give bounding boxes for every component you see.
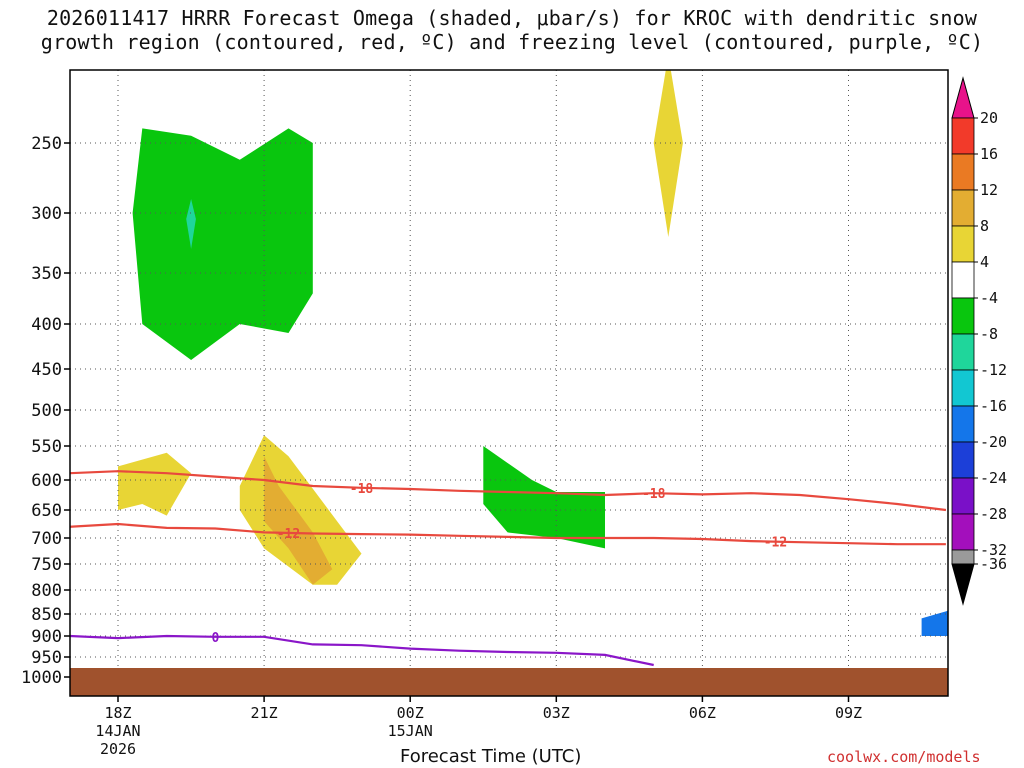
omega-region-2 <box>132 128 313 360</box>
y-tick-label-900: 900 <box>31 627 62 647</box>
x-tick-label-06Z: 06Z <box>689 704 716 722</box>
colorbar-label-4: 4 <box>980 253 989 271</box>
colorbar-label--16: -16 <box>980 397 1007 415</box>
omega-region-11 <box>848 143 898 225</box>
x-tick-sublabel: 15JAN <box>388 722 433 740</box>
omega-region-8 <box>483 446 605 549</box>
ground-surface <box>70 668 948 696</box>
contour-label-dendritic: -12 <box>277 527 300 542</box>
colorbar-label-8: 8 <box>980 217 989 235</box>
x-tick-label-00Z: 00Z <box>397 704 424 722</box>
contour-dendritic-2 <box>70 522 946 546</box>
x-tick-label-03Z: 03Z <box>543 704 570 722</box>
contour-label-freezing: 0 <box>211 631 219 646</box>
x-tick-label-18Z: 18Z <box>104 704 131 722</box>
y-tick-label-700: 700 <box>31 529 62 549</box>
y-tick-label-650: 650 <box>31 501 62 521</box>
y-tick-label-850: 850 <box>31 605 62 625</box>
x-tick-sublabel: 14JAN <box>95 722 140 740</box>
contour-label-dendritic: -18 <box>350 482 374 497</box>
colorbar-segment-11 <box>951 477 975 515</box>
colorbar-label--36: -36 <box>980 555 1007 573</box>
contour-label-dendritic: -18 <box>642 487 666 502</box>
y-tick-label-1000: 1000 <box>21 668 62 688</box>
omega-region-10 <box>702 213 825 432</box>
colorbar-segment-7 <box>951 333 975 371</box>
y-tick-label-400: 400 <box>31 315 62 335</box>
colorbar-segment-8 <box>951 369 975 407</box>
colorbar-segment-12 <box>951 513 975 551</box>
x-tick-sublabel: 2026 <box>100 740 136 758</box>
omega-region-6 <box>264 456 333 585</box>
y-tick-label-250: 250 <box>31 134 62 154</box>
colorbar-segment-5 <box>951 261 975 299</box>
colorbar-segment-4 <box>951 225 975 263</box>
colorbar-label-20: 20 <box>980 109 998 127</box>
omega-region-14 <box>653 70 683 237</box>
credit-text: coolwx.com/models <box>827 748 981 766</box>
y-tick-label-600: 600 <box>31 471 62 491</box>
y-tick-label-450: 450 <box>31 360 62 380</box>
chart-title-line-1: 2026011417 HRRR Forecast Omega (shaded, … <box>46 6 978 30</box>
colorbar-label--24: -24 <box>980 469 1007 487</box>
colorbar-label--20: -20 <box>980 433 1007 451</box>
y-tick-label-550: 550 <box>31 437 62 457</box>
colorbar-bottom-arrow <box>951 563 975 606</box>
y-tick-label-300: 300 <box>31 204 62 224</box>
omega-region-7 <box>385 303 654 636</box>
colorbar-label--28: -28 <box>980 505 1007 523</box>
contour-label-dendritic: -12 <box>764 536 787 551</box>
omega-region-4 <box>118 452 192 516</box>
y-tick-label-800: 800 <box>31 581 62 601</box>
y-tick-label-950: 950 <box>31 648 62 668</box>
contour-freezing-3 <box>70 634 654 667</box>
colorbar-label--8: -8 <box>980 325 998 343</box>
colorbar-segment-3 <box>951 189 975 227</box>
chart-title-line-2: growth region (contoured, red, ºC) and f… <box>40 30 984 54</box>
x-tick-label-21Z: 21Z <box>251 704 278 722</box>
colorbar-label-16: 16 <box>980 145 998 163</box>
colorbar-segment-1 <box>951 117 975 155</box>
colorbar-segment-gray <box>951 549 975 565</box>
colorbar-label--4: -4 <box>980 289 998 307</box>
colorbar-top-arrow <box>951 76 975 119</box>
omega-region-13 <box>921 610 948 636</box>
omega-region-3 <box>186 199 196 249</box>
colorbar-label--12: -12 <box>980 361 1007 379</box>
contour-dendritic-1 <box>70 470 947 512</box>
omega-region-9 <box>605 293 679 527</box>
colorbar-label-12: 12 <box>980 181 998 199</box>
colorbar-segment-6 <box>951 297 975 335</box>
colorbar-segment-2 <box>951 153 975 191</box>
y-tick-label-350: 350 <box>31 264 62 284</box>
x-tick-label-09Z: 09Z <box>835 704 862 722</box>
y-tick-label-500: 500 <box>31 401 62 421</box>
colorbar-segment-10 <box>951 441 975 479</box>
colorbar-label--32: -32 <box>980 541 1007 559</box>
x-axis-title: Forecast Time (UTC) <box>400 746 582 767</box>
y-tick-label-750: 750 <box>31 555 62 575</box>
plot-frame <box>69 69 949 697</box>
colorbar-segment-9 <box>951 405 975 443</box>
